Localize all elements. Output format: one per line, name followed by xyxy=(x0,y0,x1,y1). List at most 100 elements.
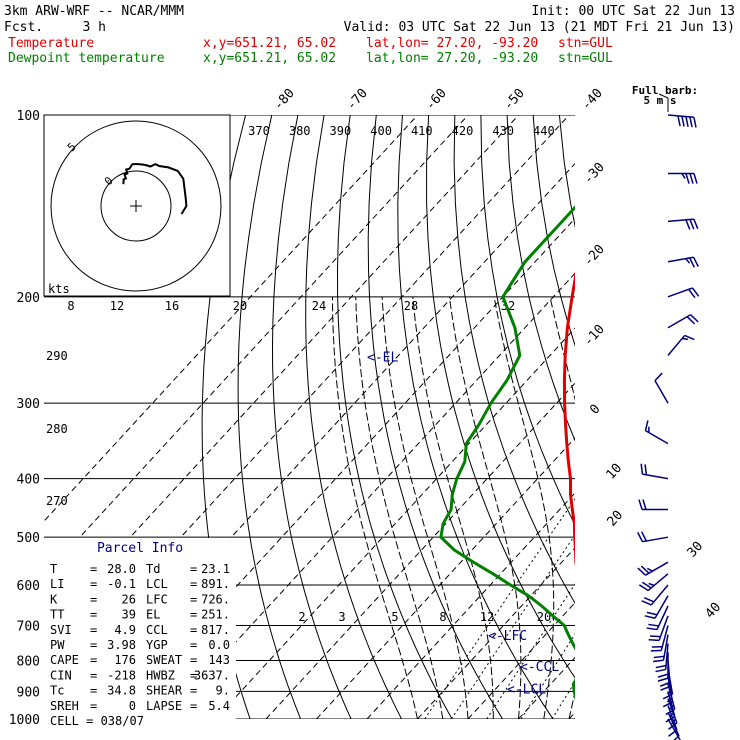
isotherm xyxy=(417,547,575,719)
parcel-value: 0 xyxy=(129,699,136,713)
isotherm xyxy=(215,327,575,719)
barb-key-speed: 5 m s xyxy=(643,94,676,107)
isotherm-label: -70 xyxy=(344,86,371,113)
parcel-label: Tc xyxy=(50,684,64,698)
isotherm xyxy=(44,115,570,687)
parcel-row: CAPE = 176 SWEAT = 143 xyxy=(50,653,230,667)
isotherm-label: -80 xyxy=(271,86,298,113)
theta-e-label: 390 xyxy=(330,124,352,138)
parcel-eq: = xyxy=(190,638,197,652)
dry-adiabat xyxy=(716,115,740,719)
parcel-eq: = xyxy=(190,684,197,698)
isotherm-label: -50 xyxy=(501,86,528,113)
wind-barb xyxy=(650,625,669,652)
parcel-eq: = xyxy=(190,623,197,637)
dry-adiabat xyxy=(612,115,740,719)
parcel-label: Td xyxy=(146,562,160,576)
mixing-ratio-label: 24 xyxy=(312,299,326,313)
parcel-eq: = xyxy=(190,653,197,667)
mixing-ratio-line xyxy=(486,583,575,719)
parcel-row: PW = 3.98 YGP = 0.0 xyxy=(50,638,230,652)
parcel-value: 5.4 xyxy=(208,699,230,713)
wind-barb xyxy=(657,652,669,682)
parcel-value: 28.0 xyxy=(107,562,136,576)
pressure-label-200: 200 xyxy=(17,291,40,306)
isotherm xyxy=(44,115,419,522)
parcel-label: LAPSE xyxy=(146,699,182,713)
theta-e-label: 440 xyxy=(533,124,555,138)
parcel-label: EL xyxy=(146,608,160,622)
dry-adiabat xyxy=(305,115,403,719)
wind-barb xyxy=(654,372,669,404)
parcel-row: LI = -0.1 LCL = 891. xyxy=(50,577,230,591)
mixing-ratio-label: 20 xyxy=(537,610,551,624)
wind-barb xyxy=(644,595,669,619)
parcel-label: SREH xyxy=(50,699,79,713)
parcel-row: CIN = -218 HWBZ =3637. xyxy=(50,668,230,682)
parcel-eq: = xyxy=(90,562,97,576)
theta-label: 270 xyxy=(46,494,68,508)
moist-adiabat xyxy=(594,297,642,719)
parcel-value: 39 xyxy=(122,608,136,622)
fcst-value: 3 h xyxy=(83,20,106,35)
dry-adiabat xyxy=(336,115,453,719)
moist-adiabat xyxy=(355,296,444,719)
isotherm xyxy=(670,115,740,719)
parcel-label: YGP xyxy=(146,638,168,652)
isotherm-label: -30 xyxy=(581,160,608,187)
mixing-ratio-line xyxy=(621,297,740,719)
level-ccl: <-CCL xyxy=(520,660,559,675)
temp-xy: x,y=651.21, 65.02 xyxy=(203,36,336,51)
legend-dewpoint: Dewpoint temperature xyxy=(8,51,165,66)
dew-latlon: lat,lon= 27.20, -93.20 xyxy=(366,51,538,66)
level-lcl: <-LCL xyxy=(507,683,546,698)
mixing-ratio-line xyxy=(450,534,575,719)
pressure-label-500: 500 xyxy=(17,531,40,546)
dry-adiabat xyxy=(453,115,575,605)
parcel-value: 9. xyxy=(216,684,230,698)
temperature-profile xyxy=(562,271,575,566)
parcel-value: 251. xyxy=(201,608,230,622)
isotherm xyxy=(44,115,520,632)
wind-barb xyxy=(653,634,669,663)
pressure-label-900: 900 xyxy=(17,685,40,700)
wind-barb xyxy=(667,334,695,356)
mixing-ratio-line xyxy=(608,297,740,719)
parcel-eq: = xyxy=(90,699,97,713)
mixing-ratio-line xyxy=(424,498,575,719)
parcel-label: CAPE xyxy=(50,653,79,667)
init-time: Init: 00 UTC Sat 22 Jun 13 xyxy=(532,4,736,19)
barb-key-title: Full barb: xyxy=(632,84,698,97)
dry-adiabat xyxy=(237,115,302,719)
isotherm-label: 10 xyxy=(604,461,626,483)
parcel-label: LFC xyxy=(146,592,168,606)
parcel-value: 726. xyxy=(201,592,230,606)
theta-label: 290 xyxy=(46,349,68,363)
parcel-value: 0.0 xyxy=(208,638,230,652)
theta-e-label: 430 xyxy=(492,124,514,138)
parcel-label: PW xyxy=(50,638,65,652)
parcel-row: SVI = 4.9 CCL = 817. xyxy=(50,623,230,637)
parcel-eq: = xyxy=(90,653,97,667)
mixing-ratio-label: 20 xyxy=(233,299,247,313)
hodo-ring-inner xyxy=(100,170,172,242)
mixing-ratio-label: 8 xyxy=(67,299,74,313)
dry-adiabat xyxy=(397,115,554,719)
parcel-value: 23.1 xyxy=(201,562,230,576)
level-lfc: <-LFC xyxy=(488,629,527,644)
isotherm-label: 40 xyxy=(703,600,725,622)
hodo-trace xyxy=(122,162,188,215)
parcel-label: CCL xyxy=(146,623,168,637)
moist-adiabat xyxy=(620,297,704,719)
pressure-label-700: 700 xyxy=(17,619,40,634)
pressure-label-1000: 1000 xyxy=(9,713,40,728)
parcel-label: TT xyxy=(50,608,64,622)
hodo-ring-outer xyxy=(50,120,222,292)
mixing-ratio-label: 12 xyxy=(480,610,494,624)
isotherm xyxy=(316,437,575,719)
parcel-label: LI xyxy=(50,577,64,591)
isotherm xyxy=(620,115,740,719)
parcel-row: SREH = 0 LAPSE = 5.4 xyxy=(50,699,230,713)
parcel-row: TT = 39 EL = 251. xyxy=(50,608,230,622)
